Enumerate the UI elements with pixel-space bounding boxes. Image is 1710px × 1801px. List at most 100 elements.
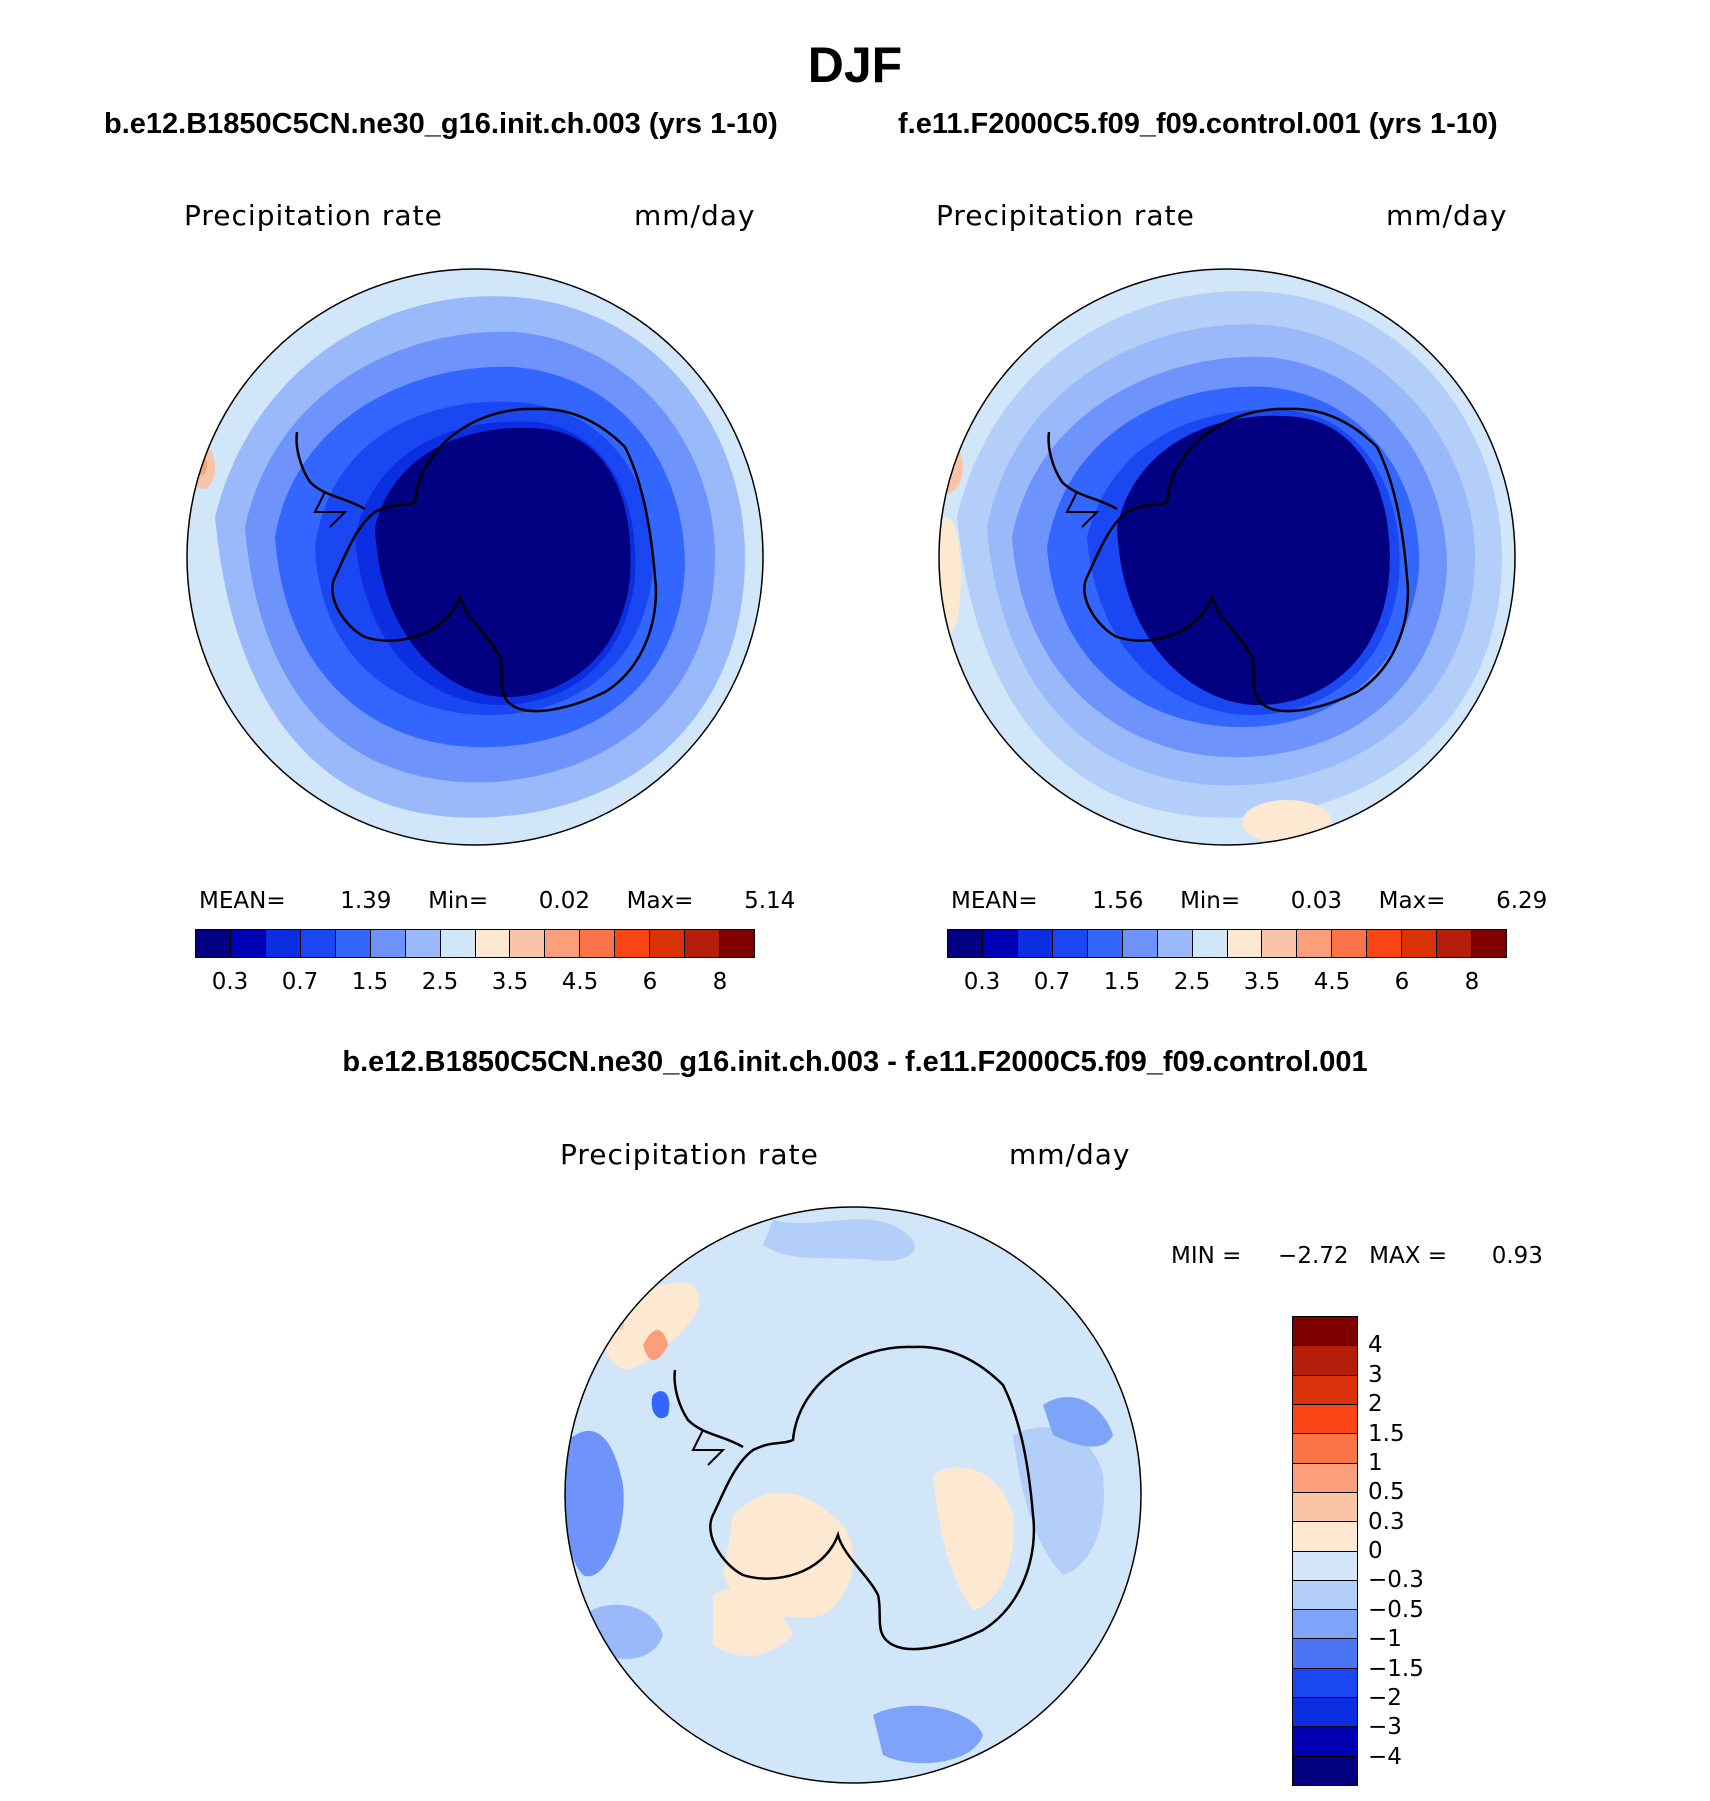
colorbar-tick-label: 3.5 (1243, 969, 1281, 995)
colorbar-swatch (1293, 1434, 1357, 1464)
colorbar-swatch (982, 930, 1018, 957)
colorbar-swatch (1293, 1317, 1357, 1347)
left-colorbar-ticks: 0.3 0.7 1.5 2.5 3.5 4.5 6 8 (195, 969, 755, 999)
diff-case-title: b.e12.B1850C5CN.ne30_g16.init.ch.003 - f… (342, 1046, 1368, 1078)
colorbar-tick-label: 0.7 (1033, 969, 1071, 995)
colorbar-tick-label: 8 (712, 969, 728, 995)
colorbar-swatch (1297, 930, 1333, 957)
colorbar-swatch (370, 930, 406, 957)
colorbar-tick-label: 4 (1368, 1332, 1383, 1359)
colorbar-tick-label: −2 (1368, 1684, 1402, 1711)
colorbar-swatch (510, 930, 546, 957)
colorbar-swatch (580, 930, 616, 957)
colorbar-swatch (1437, 930, 1473, 957)
colorbar-swatch (1293, 1463, 1357, 1493)
figure-title: DJF (807, 37, 903, 93)
colorbar-swatch (1157, 930, 1193, 957)
colorbar-swatch (300, 930, 336, 957)
colorbar-tick-label: 8 (1464, 969, 1480, 995)
colorbar-tick-label: −3 (1368, 1714, 1402, 1741)
colorbar-swatch (1122, 930, 1158, 957)
left-colorbar (195, 929, 755, 958)
colorbar-swatch (1227, 930, 1263, 957)
colorbar-tick-label: 4.5 (561, 969, 599, 995)
colorbar-swatch (196, 930, 231, 957)
colorbar-tick-label: 4.5 (1313, 969, 1351, 995)
colorbar-swatch (1052, 930, 1088, 957)
colorbar-swatch (230, 930, 266, 957)
colorbar-swatch (1293, 1551, 1357, 1581)
colorbar-tick-label: 3.5 (491, 969, 529, 995)
left-units-label: mm/day (634, 199, 756, 232)
left-polar-map (186, 268, 764, 846)
diff-polar-map (564, 1206, 1142, 1784)
colorbar-tick-label: 1.5 (351, 969, 389, 995)
left-max-label: Max= (626, 888, 694, 914)
colorbar-swatch (685, 930, 721, 957)
right-variable-label: Precipitation rate (936, 199, 1195, 232)
colorbar-swatch (720, 930, 754, 957)
colorbar-swatch (440, 930, 476, 957)
colorbar-tick-label: 2 (1368, 1391, 1383, 1418)
left-min-value: 0.02 (538, 888, 590, 914)
left-case-title: b.e12.B1850C5CN.ne30_g16.init.ch.003 (yr… (104, 108, 778, 140)
colorbar-swatch (1293, 1639, 1357, 1669)
left-mean-value: 1.39 (340, 888, 392, 914)
right-units-label: mm/day (1386, 199, 1508, 232)
colorbar-swatch (1017, 930, 1053, 957)
right-max-label: Max= (1378, 888, 1446, 914)
right-case-title: f.e11.F2000C5.f09_f09.control.001 (yrs 1… (898, 108, 1498, 140)
diff-units-label: mm/day (1009, 1138, 1131, 1171)
colorbar-swatch (948, 930, 983, 957)
colorbar-swatch (1293, 1404, 1357, 1435)
colorbar-swatch (405, 930, 441, 957)
right-mean-label: MEAN= (951, 888, 1038, 914)
diff-min-value: −2.72 (1278, 1243, 1349, 1269)
colorbar-swatch (1293, 1375, 1357, 1405)
colorbar-tick-label: 3 (1368, 1361, 1383, 1388)
colorbar-swatch (1293, 1727, 1357, 1757)
colorbar-tick-label: 1.5 (1103, 969, 1141, 995)
right-min-value: 0.03 (1290, 888, 1342, 914)
colorbar-swatch (1402, 930, 1438, 957)
colorbar-tick-label: 2.5 (421, 969, 459, 995)
left-min-label: Min= (428, 888, 489, 914)
colorbar-swatch (475, 930, 511, 957)
colorbar-tick-label: −4 (1368, 1743, 1402, 1770)
colorbar-tick-label: 1.5 (1368, 1420, 1405, 1447)
diff-max-value: 0.93 (1491, 1243, 1543, 1269)
colorbar-swatch (1293, 1668, 1357, 1699)
colorbar-tick-label: 2.5 (1173, 969, 1211, 995)
colorbar-tick-label: 0.3 (963, 969, 1001, 995)
colorbar-tick-label: 0.3 (211, 969, 249, 995)
colorbar-swatch (1293, 1698, 1357, 1728)
diff-min-label: MIN = (1171, 1243, 1242, 1269)
right-mean-value: 1.56 (1092, 888, 1144, 914)
colorbar-swatch (1262, 930, 1298, 957)
diff-colorbar (1292, 1316, 1358, 1786)
colorbar-tick-label: −0.3 (1368, 1567, 1424, 1594)
colorbar-swatch (1293, 1492, 1357, 1523)
colorbar-swatch (335, 930, 371, 957)
colorbar-tick-label: 6 (642, 969, 658, 995)
right-colorbar-ticks: 0.3 0.7 1.5 2.5 3.5 4.5 6 8 (947, 969, 1507, 999)
right-polar-map (938, 268, 1516, 846)
left-max-value: 5.14 (744, 888, 796, 914)
colorbar-swatch (1293, 1610, 1357, 1640)
colorbar-swatch (1192, 930, 1228, 957)
diff-colorbar-ticks: 4 3 2 1.5 1 0.5 0.3 0 −0.3 −0.5 −1 −1.5 −2 −3 −4 (1368, 1316, 1448, 1786)
colorbar-swatch (1293, 1346, 1357, 1376)
colorbar-swatch (1367, 930, 1403, 957)
colorbar-tick-label: 0.7 (281, 969, 319, 995)
colorbar-tick-label: 0.3 (1368, 1508, 1405, 1535)
colorbar-tick-label: 0.5 (1368, 1479, 1405, 1506)
right-min-label: Min= (1180, 888, 1241, 914)
left-variable-label: Precipitation rate (184, 199, 443, 232)
colorbar-swatch (650, 930, 686, 957)
colorbar-swatch (1472, 930, 1506, 957)
left-mean-label: MEAN= (199, 888, 286, 914)
colorbar-tick-label: −0.5 (1368, 1596, 1424, 1623)
colorbar-swatch (1293, 1522, 1357, 1552)
colorbar-swatch (265, 930, 301, 957)
colorbar-tick-label: 6 (1394, 969, 1410, 995)
